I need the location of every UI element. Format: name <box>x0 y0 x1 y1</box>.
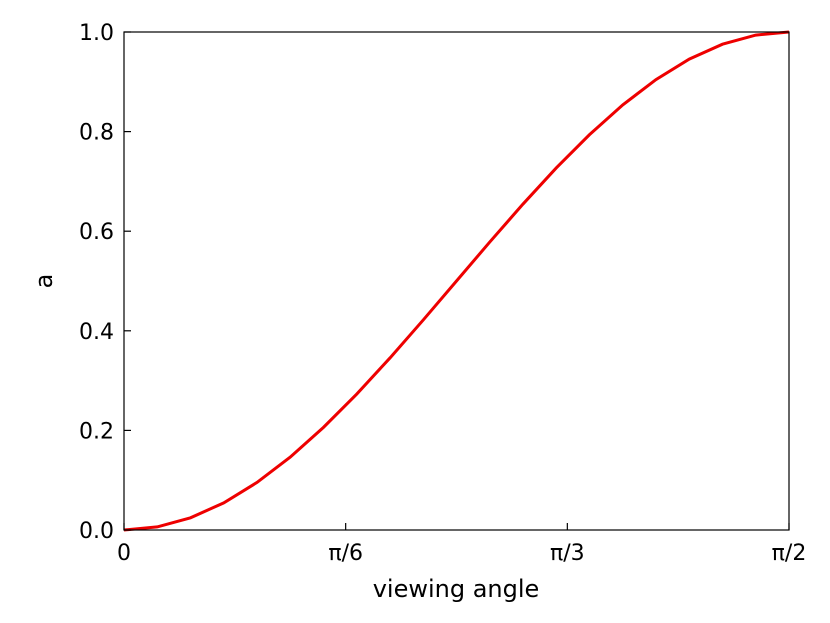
x-tick-label: π/2 <box>772 541 807 566</box>
x-axis: 0 π/6 π/3 π/2 <box>117 523 806 566</box>
plot-area <box>123 30 790 532</box>
y-tick-label: 0.0 <box>79 519 114 544</box>
y-axis: 0.0 0.2 0.4 0.6 0.8 1.0 <box>79 21 131 544</box>
y-tick-label: 0.6 <box>79 220 114 245</box>
y-tick-label: 0.4 <box>79 320 114 345</box>
y-tick-label: 1.0 <box>79 21 114 46</box>
x-tick-label: π/6 <box>328 541 363 566</box>
series-line <box>123 30 790 532</box>
x-tick-label: 0 <box>117 541 131 566</box>
plot-frame <box>123 31 790 531</box>
x-tick-label: π/3 <box>550 541 585 566</box>
y-axis-label: a <box>30 274 58 289</box>
y-tick-label: 0.2 <box>79 419 114 444</box>
x-axis-label: viewing angle <box>373 575 540 603</box>
y-tick-label: 0.8 <box>79 121 114 146</box>
